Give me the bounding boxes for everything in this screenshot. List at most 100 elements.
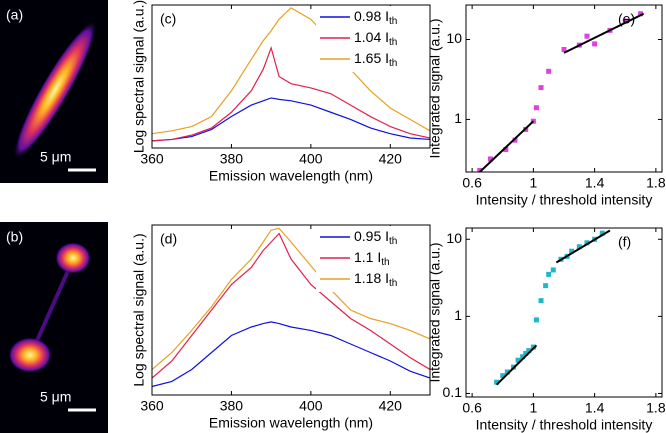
point (622, 18, 628, 24)
legend-value: 1.18 (354, 270, 381, 286)
legend-subscript: th (389, 58, 397, 69)
x-tick-label: 360 (140, 398, 164, 414)
image-a: (a) 5 μm (0, 0, 108, 183)
fit-line (555, 229, 611, 264)
x-tick-label: 380 (220, 151, 244, 167)
x-tick-label: 420 (379, 151, 403, 167)
point (515, 357, 521, 363)
legend-subscript: th (389, 236, 397, 247)
y-tick-label: 1 (454, 110, 462, 126)
point (550, 267, 556, 273)
x-tick-label: 1.8 (646, 175, 666, 191)
legend-value: 0.95 (354, 228, 381, 244)
y-axis-label: Integrated signal (a.u.) (427, 242, 443, 382)
legend-subscript: th (389, 16, 397, 27)
legend-subscript: th (381, 257, 389, 268)
spectrum-line (152, 45, 430, 142)
point (504, 369, 510, 375)
point (599, 230, 605, 236)
legend-value: 0.98 (354, 8, 381, 24)
point (533, 105, 539, 111)
legend-label: 0.98 Ith (354, 8, 397, 27)
y-tick-label: 1 (454, 307, 462, 323)
legend-label: 1.1 Ith (354, 249, 390, 268)
y-axis-label: Log spectral signal (a.u.) (131, 0, 147, 153)
fit-line (479, 120, 535, 172)
legend-symbol: I (385, 29, 389, 45)
point (512, 137, 518, 143)
panel-label: (f) (618, 234, 631, 250)
scale-bar-label: 5 μm (40, 389, 71, 405)
axes-box (465, 4, 663, 173)
y-axis-label: Integrated signal (a.u.) (427, 18, 443, 158)
y-axis-label: Log spectral signal (a.u.) (131, 233, 147, 386)
fit-line (563, 12, 645, 54)
legend-value: 1.65 (354, 50, 381, 66)
plot-area (152, 7, 430, 142)
panel: 360 380 400 420 Emission wavelength (nm) Log … (131, 224, 431, 431)
x-axis-label: Intensity / threshold intensity (476, 417, 653, 433)
plot-area (477, 11, 645, 172)
legend-label: 1.65 Ith (354, 50, 397, 69)
spectrum-line (152, 227, 430, 370)
axes-box (151, 224, 431, 396)
point (538, 85, 544, 91)
y-tick-label: 10 (446, 30, 462, 46)
plot-area (494, 229, 611, 386)
point (523, 350, 529, 356)
point (561, 46, 567, 52)
panel: 0.6 1 1.4 1.8 0.1 1 10 Intensity / threshold in… (427, 227, 666, 433)
x-tick-label: 1.4 (585, 400, 605, 416)
point (584, 240, 590, 246)
legend-symbol: I (385, 8, 389, 24)
legend-value: 1.04 (354, 29, 381, 45)
x-tick-label: 0.6 (462, 175, 482, 191)
x-tick-label: 400 (299, 398, 323, 414)
x-tick-label: 1 (529, 175, 537, 191)
x-tick-label: 420 (379, 398, 403, 414)
point (500, 373, 506, 379)
x-tick-label: 380 (220, 398, 244, 414)
panel: 0.6 1 1.4 1.8 1 10 Intensity / threshold inten… (427, 4, 666, 208)
legend-symbol: I (385, 228, 389, 244)
legend-value: 1.1 (354, 249, 374, 265)
image-label: (b) (6, 229, 23, 245)
point (546, 68, 552, 74)
legend-subscript: th (389, 278, 397, 289)
spectrum-line (152, 97, 430, 142)
point (546, 271, 552, 277)
x-tick-label: 0.6 (462, 400, 482, 416)
point (494, 379, 500, 385)
x-tick-label: 1.4 (585, 175, 605, 191)
x-tick-label: 1 (529, 400, 537, 416)
image-b: (b) 5 μm (0, 222, 108, 433)
point (488, 156, 493, 162)
legend-symbol: I (385, 50, 389, 66)
point (576, 244, 582, 250)
x-axis-label: Emission wavelength (nm) (209, 415, 373, 431)
panel-label: (d) (160, 231, 177, 247)
point (638, 11, 644, 17)
legend-symbol: I (377, 249, 381, 265)
point (584, 33, 590, 39)
panel-label: (c) (160, 11, 176, 27)
spectrum-line (152, 7, 430, 135)
point (520, 354, 526, 360)
scale-bar-label: 5 μm (40, 149, 71, 165)
legend-label: 0.95 Ith (354, 228, 397, 247)
x-tick-label: 360 (140, 151, 164, 167)
point (526, 348, 532, 354)
spectrum-line (152, 232, 430, 379)
x-axis-label: Emission wavelength (nm) (209, 168, 373, 184)
point (538, 298, 544, 304)
y-tick-label: 10 (446, 230, 462, 246)
point (477, 167, 483, 172)
point (543, 283, 549, 289)
legend-subscript: th (389, 37, 397, 48)
y-tick-label: 0.1 (443, 384, 463, 400)
point (503, 147, 509, 153)
x-tick-label: 400 (299, 151, 323, 167)
